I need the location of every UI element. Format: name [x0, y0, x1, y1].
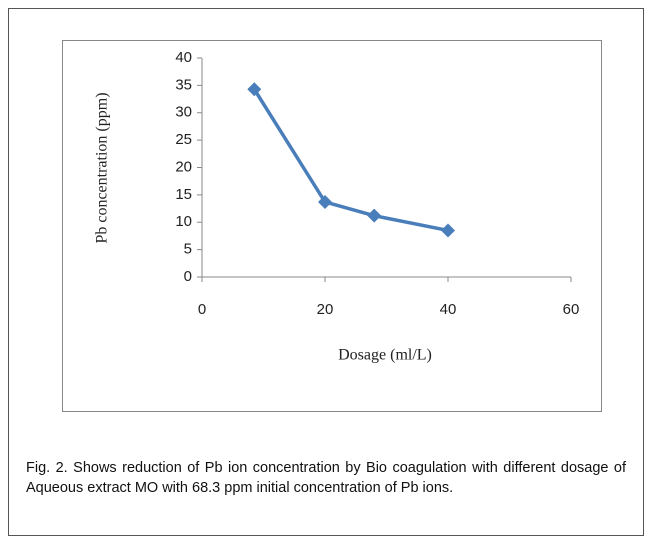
x-tick-label: 40	[440, 301, 457, 318]
caption: Fig. 2. Shows reduction of Pb ion concen…	[26, 460, 626, 496]
marker	[247, 82, 262, 97]
y-tick-label: 30	[175, 104, 192, 121]
y-tick-label: 10	[175, 213, 192, 230]
y-tick-label: 40	[175, 49, 192, 66]
y-tick-label: 5	[184, 241, 192, 258]
y-tick-label: 20	[175, 158, 192, 175]
y-tick-label: 35	[175, 76, 192, 93]
marker	[441, 223, 455, 238]
y-tick-label: 15	[175, 186, 192, 203]
x-tick-label: 0	[198, 301, 206, 318]
y-tick-label: 25	[175, 131, 192, 148]
x-tick-label: 20	[317, 301, 334, 318]
marker	[367, 208, 382, 223]
x-axis-label: Dosage (ml/L)	[338, 347, 432, 364]
y-axis-label: Pb concentration (ppm)	[94, 92, 111, 243]
marker	[318, 194, 332, 209]
chart-frame	[62, 40, 602, 412]
data-line	[252, 88, 449, 233]
figure-frame	[8, 8, 644, 536]
y-tick-label: 0	[184, 268, 192, 285]
x-tick-label: 60	[563, 301, 580, 318]
